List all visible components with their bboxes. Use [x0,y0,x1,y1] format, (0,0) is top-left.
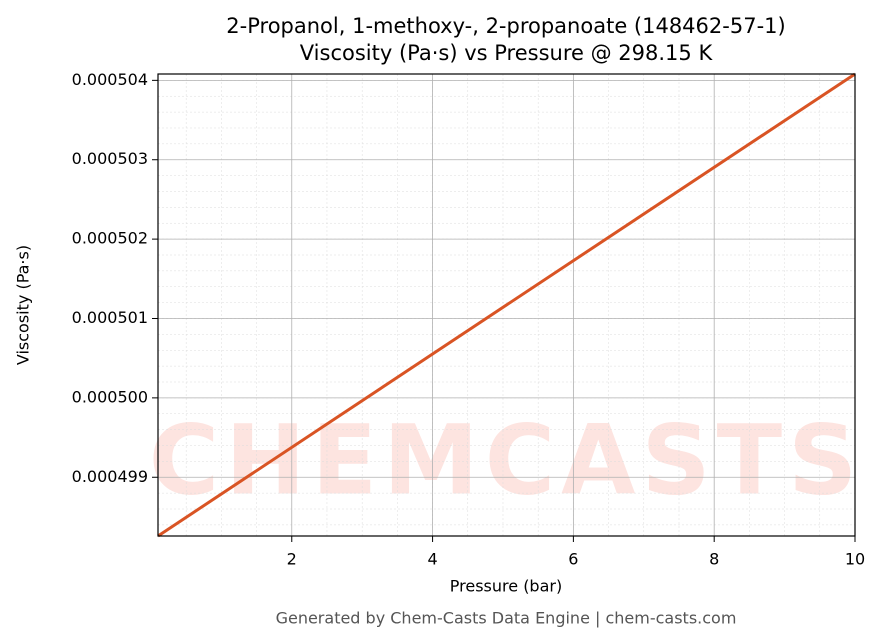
x-tick-label: 2 [287,550,297,569]
x-axis-label: Pressure (bar) [450,577,562,596]
y-tick-label: 0.000504 [72,70,148,89]
y-axis-label: Viscosity (Pa·s) [14,245,33,365]
x-tick-label: 6 [568,550,578,569]
plot-frame [157,73,856,537]
line-series [157,72,856,538]
y-tick-label: 0.000501 [72,308,148,327]
y-tick-label: 0.000502 [72,229,148,248]
y-tick-label: 0.000500 [72,387,148,406]
watermark: CHEMCASTS [149,404,863,516]
y-tick-label: 0.000503 [72,149,148,168]
x-tick-label: 4 [427,550,437,569]
x-tick-label: 8 [709,550,719,569]
x-tick-label: 10 [845,550,865,569]
footer: Generated by Chem-Casts Data Engine | ch… [276,609,737,628]
y-tick-label: 0.000499 [72,467,148,486]
chart-subtitle: Viscosity (Pa·s) vs Pressure @ 298.15 K [300,41,714,65]
chart-title: 2-Propanol, 1-methoxy-, 2-propanoate (14… [226,14,785,38]
